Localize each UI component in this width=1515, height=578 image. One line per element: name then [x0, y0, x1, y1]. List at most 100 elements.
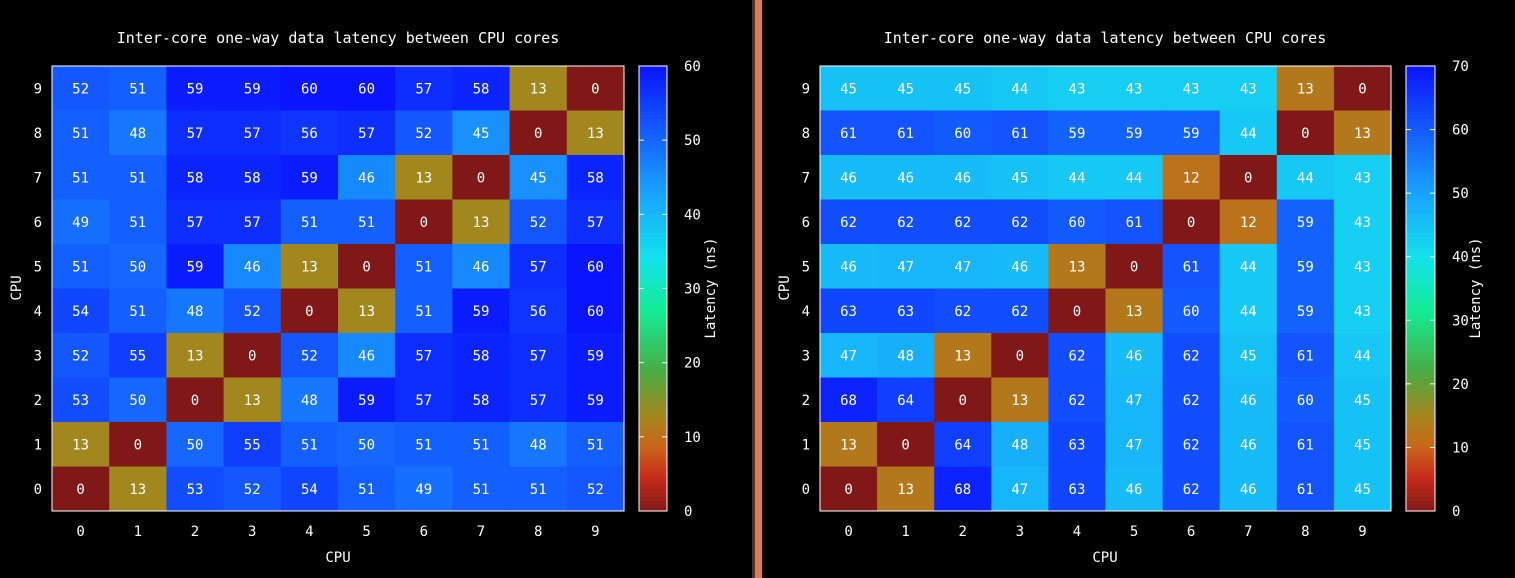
colorbar-strip: [639, 266, 667, 271]
cell-value-label: 51: [301, 437, 318, 453]
heatmap-cell: [509, 155, 568, 200]
cell-value-label: 57: [187, 126, 204, 142]
heatmap-cell: [52, 155, 110, 200]
heatmap-cell: [395, 333, 453, 378]
colorbar-strip: [639, 407, 667, 412]
colorbar-strip: [1406, 407, 1435, 412]
colorbar-strip: [1406, 381, 1435, 386]
colorbar-strip: [639, 84, 667, 89]
colorbar-strip: [639, 466, 667, 471]
cell-value-label: 49: [415, 482, 432, 498]
cell-value-label: 47: [897, 259, 914, 275]
colorbar-strip: [639, 132, 667, 138]
colorbar-strip: [1406, 418, 1435, 423]
colorbar-strip: [639, 103, 667, 108]
colorbar-strip: [639, 422, 667, 427]
cell-value-label: 60: [954, 126, 971, 142]
heatmap-cell: [1105, 377, 1164, 423]
cell-value-label: 57: [587, 215, 604, 231]
cell-value-label: 63: [840, 304, 857, 320]
colorbar-strip: [1406, 329, 1435, 334]
heatmap-cell: [280, 288, 339, 334]
x-axis-label: CPU: [1092, 550, 1117, 566]
colorbar-strip: [1406, 229, 1435, 234]
colorbar-strip: [1406, 355, 1435, 360]
colorbar-strip: [1406, 125, 1435, 130]
heatmap-cell: [166, 66, 225, 111]
cell-value-label: 13: [954, 348, 971, 364]
heatmap-cell: [166, 333, 225, 378]
y-tick-label: 1: [802, 437, 810, 453]
heatmap-cell: [820, 66, 878, 111]
colorbar-strip: [1406, 336, 1435, 342]
cell-value-label: 13: [1069, 259, 1086, 275]
heatmap-cell: [1219, 155, 1278, 200]
heatmap-cell: [509, 288, 568, 334]
colorbar-strip: [639, 129, 667, 134]
cell-labels: 45 45 45 44 43 43 43 43 13 0 61 61 60 61 59 59 59 44 0 13 46…: [840, 81, 1371, 498]
cell-value-label: 57: [244, 215, 261, 231]
colorbar-strip: [1406, 466, 1435, 471]
cell-value-label: 50: [129, 393, 146, 409]
heatmap-cell: [1276, 333, 1335, 378]
heatmap-cell: [991, 244, 1049, 289]
cell-value-label: 44: [1240, 304, 1257, 320]
colorbar-strip: [1406, 132, 1435, 138]
colorbar-strip: [1406, 459, 1435, 464]
heatmap-cell: [1048, 422, 1106, 467]
heatmap-cell: [109, 155, 167, 200]
cell-value-label: 53: [187, 482, 204, 498]
colorbar-strip: [1406, 425, 1435, 431]
cell-value-label: 46: [473, 259, 490, 275]
colorbar-strip: [639, 444, 667, 449]
cell-value-label: 57: [415, 393, 432, 409]
colorbar-strip: [639, 221, 667, 227]
cell-value-label: 46: [840, 259, 857, 275]
cell-value-label: 46: [1240, 437, 1257, 453]
colorbar-strip: [1406, 214, 1435, 219]
colorbar-strip: [639, 340, 667, 345]
colorbar-strip: [1406, 366, 1435, 371]
heatmap-cell: [566, 288, 625, 334]
heatmap-cell: [1105, 333, 1164, 378]
cell-value-label: 57: [530, 259, 547, 275]
heatmap-cell: [991, 66, 1049, 111]
colorbar-strip: [639, 351, 667, 356]
cell-value-label: 57: [530, 393, 547, 409]
colorbar-strip: [639, 473, 667, 479]
cell-value-label: 56: [301, 126, 318, 142]
cell-value-label: 51: [129, 81, 146, 97]
heatmap-cell: [1048, 110, 1106, 156]
colorbar-strip: [639, 173, 667, 178]
colorbar-strip: [1406, 477, 1435, 482]
heatmap-cell: [820, 333, 878, 378]
colorbar-strip: [639, 162, 667, 167]
heatmap-cell: [52, 110, 110, 156]
y-tick-label: 5: [802, 259, 810, 275]
colorbar-strip: [1406, 158, 1435, 164]
colorbar-strip: [639, 381, 667, 386]
colorbar-strip: [1406, 199, 1435, 204]
cell-value-label: 13: [1297, 81, 1314, 97]
heatmap-cell: [820, 422, 878, 467]
heatmap-panel-left: Inter-core one-way data latency between …: [0, 0, 752, 578]
heatmap-cell: [1105, 155, 1164, 200]
heatmap-cell: [223, 110, 282, 156]
cell-value-label: 59: [301, 170, 318, 186]
colorbar-strip: [1406, 155, 1435, 160]
colorbar-strip: [639, 310, 667, 316]
colorbar-tick-label: 50: [1452, 186, 1469, 202]
cell-value-label: 52: [415, 126, 432, 142]
cell-value-label: 62: [954, 215, 971, 231]
heatmap-cell: [1048, 66, 1106, 111]
colorbar-strip: [639, 114, 667, 119]
colorbar-strip: [1406, 503, 1435, 508]
colorbar-strip: [639, 117, 667, 123]
cell-value-label: 46: [840, 170, 857, 186]
heatmap-cell: [877, 466, 935, 512]
heatmap-cell: [52, 422, 110, 467]
y-tick-label: 7: [34, 170, 42, 186]
heatmap-cell: [109, 199, 167, 245]
heatmap-cell: [223, 199, 282, 245]
colorbar-strip: [639, 496, 667, 501]
